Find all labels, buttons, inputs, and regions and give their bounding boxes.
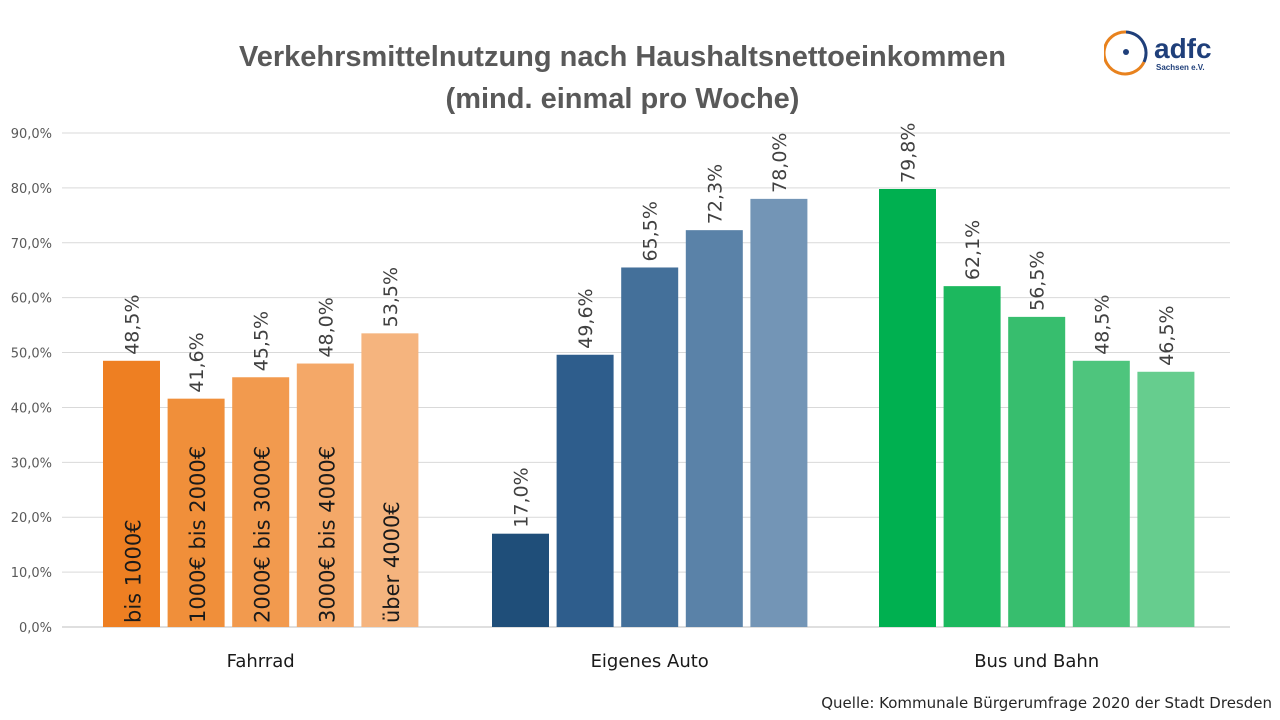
y-tick-label: 0,0%	[19, 621, 52, 636]
value-label: 41,6%	[186, 332, 208, 392]
bar	[361, 333, 419, 627]
chart-title: Verkehrsmittelnutzung nach Haushaltsnett…	[0, 36, 1245, 120]
value-label: 65,5%	[640, 201, 662, 261]
series-label: über 4000€	[380, 501, 404, 623]
value-label: 45,5%	[251, 311, 273, 371]
y-tick-label: 90,0%	[11, 127, 52, 142]
value-label: 46,5%	[1156, 305, 1178, 365]
bar	[296, 363, 354, 627]
value-label: 56,5%	[1027, 251, 1049, 311]
source-note: Quelle: Kommunale Bürgerumfrage 2020 der…	[821, 694, 1272, 712]
category-label: Eigenes Auto	[591, 651, 709, 672]
bar	[556, 354, 614, 627]
value-label: 49,6%	[575, 288, 597, 348]
y-tick-label: 20,0%	[11, 511, 52, 526]
value-label: 78,0%	[769, 133, 791, 193]
bar	[232, 377, 290, 627]
bar	[943, 286, 1001, 627]
y-tick-label: 40,0%	[11, 401, 52, 416]
svg-text:adfc: adfc	[1154, 33, 1212, 64]
value-label: 79,8%	[898, 123, 920, 183]
svg-text:Sachsen e.V.: Sachsen e.V.	[1156, 63, 1205, 72]
value-label: 48,5%	[1091, 294, 1113, 354]
bar	[167, 398, 225, 627]
adfc-logo: adfc Sachsen e.V.	[1104, 30, 1212, 76]
y-tick-label: 50,0%	[11, 347, 52, 362]
y-tick-label: 60,0%	[11, 292, 52, 307]
value-label: 17,0%	[511, 467, 533, 527]
category-label: Fahrrad	[227, 651, 295, 672]
bar	[685, 230, 743, 628]
bar	[1008, 316, 1066, 627]
bar	[1137, 371, 1195, 627]
title-line-2: (mind. einmal pro Woche)	[445, 83, 800, 115]
series-label: 1000€ bis 2000€	[186, 446, 210, 623]
title-line-1: Verkehrsmittelnutzung nach Haushaltsnett…	[238, 41, 1007, 73]
y-tick-label: 70,0%	[11, 237, 52, 252]
bar	[103, 360, 160, 627]
y-tick-label: 30,0%	[11, 456, 52, 471]
bar	[879, 188, 936, 627]
bar	[492, 533, 549, 627]
series-label: 3000€ bis 4000€	[315, 446, 339, 623]
value-label: 72,3%	[704, 164, 726, 224]
series-label: bis 1000€	[122, 519, 146, 623]
value-label: 62,1%	[962, 220, 984, 280]
category-label: Bus und Bahn	[974, 651, 1099, 672]
value-label: 48,0%	[315, 297, 337, 357]
y-tick-label: 10,0%	[11, 566, 52, 581]
bar	[621, 267, 679, 627]
bar	[1072, 360, 1130, 627]
series-label: 2000€ bis 3000€	[251, 446, 275, 623]
bar	[750, 198, 808, 627]
y-tick-label: 80,0%	[11, 182, 52, 197]
value-label: 48,5%	[122, 294, 144, 354]
value-label: 53,5%	[380, 267, 402, 327]
